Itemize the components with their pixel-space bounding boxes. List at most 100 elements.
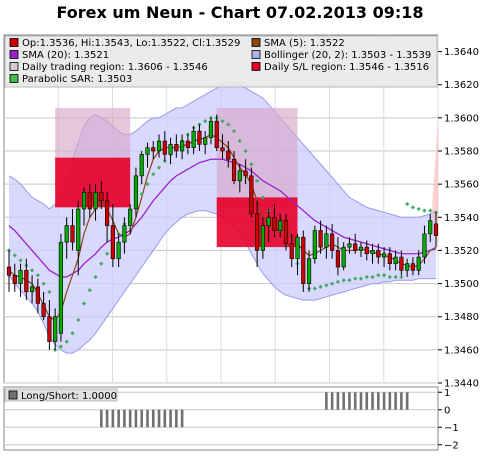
longshort-bar <box>365 392 369 410</box>
longshort-bar <box>359 392 363 410</box>
candle <box>399 250 404 276</box>
candle-body <box>191 130 196 148</box>
candle-body <box>145 147 150 155</box>
candle <box>283 213 289 251</box>
candle-body <box>243 170 248 177</box>
candle-body <box>208 120 214 139</box>
longshort-bar <box>376 392 380 410</box>
candle-body <box>295 236 300 260</box>
longshort-y-tick-label: −2 <box>444 440 459 451</box>
candle <box>99 180 104 209</box>
candle-body <box>289 243 294 260</box>
candle-body <box>168 144 173 155</box>
sar-point <box>156 165 162 170</box>
chart-title: Forex um Neun - Chart 07.02.2013 09:18 <box>56 3 424 22</box>
candle-body <box>422 233 427 258</box>
longshort-bar <box>163 409 167 428</box>
candle-body <box>364 246 369 255</box>
candle <box>214 114 219 151</box>
sar-point <box>203 119 208 124</box>
legend-swatch <box>9 74 19 83</box>
candle-body <box>324 233 329 248</box>
candle <box>53 308 58 350</box>
candle-body <box>156 140 162 152</box>
longshort-bar <box>111 409 115 428</box>
candle-body <box>47 316 52 342</box>
sar-point <box>249 162 254 167</box>
candle-body <box>353 243 358 251</box>
candle-body <box>133 175 139 210</box>
candle <box>306 250 312 292</box>
candle-body <box>381 253 387 258</box>
candle <box>87 184 92 218</box>
candle <box>18 263 23 297</box>
candle <box>58 233 64 342</box>
candle-body <box>399 256 404 271</box>
y-tick-label: 1.3620 <box>444 80 479 91</box>
candle <box>35 278 40 314</box>
sar-point <box>231 128 237 134</box>
sar-point <box>335 279 341 285</box>
legend-swatch <box>9 62 19 71</box>
candle <box>197 124 202 151</box>
sar-point <box>237 138 242 144</box>
candle <box>110 204 115 267</box>
sar-point <box>405 201 410 207</box>
candle-body <box>376 250 381 258</box>
candle <box>220 134 225 160</box>
candle <box>208 117 214 145</box>
candle-body <box>151 147 156 152</box>
candle-body <box>341 246 346 268</box>
sar-point <box>312 286 317 291</box>
candle-body <box>139 154 144 177</box>
candle <box>237 164 242 193</box>
sar-point <box>243 148 248 154</box>
candle-body <box>116 241 121 260</box>
candle <box>266 209 271 243</box>
candle-body <box>12 274 17 284</box>
longshort-bar <box>123 409 126 428</box>
sar-point <box>255 178 260 183</box>
candle <box>203 131 208 155</box>
longshort-bar <box>325 392 328 410</box>
candle-body <box>283 220 289 245</box>
legend-box <box>4 35 438 88</box>
sar-point <box>416 206 421 212</box>
candle <box>330 223 335 259</box>
longshort-bar <box>353 392 357 410</box>
candle-body <box>58 241 64 334</box>
y-tick-label: 1.3440 <box>444 379 479 390</box>
candle-body <box>312 230 317 260</box>
sar-point <box>399 274 404 280</box>
sar-point <box>145 182 150 187</box>
candle <box>289 233 294 267</box>
sar-point <box>353 276 358 281</box>
candle <box>341 242 346 271</box>
candle <box>358 242 364 258</box>
candle-body <box>93 192 98 210</box>
candle <box>93 184 98 221</box>
candle <box>64 217 69 259</box>
candle <box>312 225 317 264</box>
y-tick-label: 1.3520 <box>444 246 479 257</box>
candle-body <box>128 208 133 226</box>
longshort-bar <box>342 392 345 410</box>
longshort-legend-label: Long/Short: 1.0000 <box>21 391 117 402</box>
candle <box>81 187 87 226</box>
sar-point <box>370 274 375 280</box>
candle <box>156 134 162 158</box>
longshort-legend-swatch <box>8 390 18 400</box>
y-tick-label: 1.3500 <box>444 279 479 290</box>
sar-point <box>387 274 392 280</box>
legend-label: SMA (5): 1.3522 <box>264 38 345 49</box>
candle <box>105 192 110 243</box>
candle <box>278 213 283 238</box>
candle-body <box>76 208 81 251</box>
candle-body <box>81 192 87 210</box>
candle <box>249 167 254 218</box>
candle <box>393 250 398 271</box>
candle-body <box>24 270 29 293</box>
legend-swatch <box>251 62 261 71</box>
candle-body <box>35 286 40 304</box>
